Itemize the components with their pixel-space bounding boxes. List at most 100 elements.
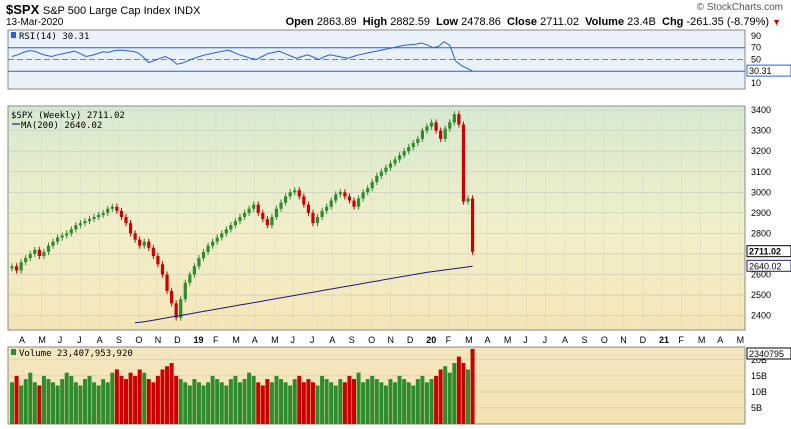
volume-bar [315,385,320,424]
x-axis-label: M [465,335,473,345]
volume-bar [251,375,256,424]
x-axis-label: 20 [426,335,436,345]
candle-body [311,212,315,224]
high-label: High [362,16,388,28]
price-tick-label: 2600 [751,270,771,280]
candle-body [265,219,269,226]
rsi-current-label: 30.31 [749,66,772,76]
candle-body [402,151,406,156]
volume-bar [424,382,429,424]
volume-bar [224,385,229,424]
candle-body [220,233,224,238]
volume-bar [146,379,151,424]
volume-bar [196,382,201,424]
x-axis-label: O [368,335,375,345]
rsi-tick-label: 70 [751,43,761,53]
volume-bar [37,385,42,424]
candle-body [270,216,274,226]
candle-body [160,264,165,275]
candle-body [106,208,110,213]
candle-body [229,225,233,230]
x-axis-label: M [698,335,706,345]
volume-title: Volume 23,407,953,920 [19,349,133,359]
price-title: $SPX (Weekly) 2711.02 [11,111,125,121]
candle-body [33,249,37,254]
candle-body [124,216,128,224]
volume-bar [128,372,133,424]
x-axis-label: M [232,335,240,345]
volume-bar [151,382,156,424]
candle-body [97,214,101,217]
candle-body [361,192,365,199]
chart-date: 13-Mar-2020 [6,17,64,28]
price-tick-label: 3100 [751,167,771,177]
x-axis-label: M [271,335,279,345]
symbol: $SPX [6,2,40,17]
candle-body [24,258,28,263]
volume-bar [370,375,375,424]
volume-current-label: 2340795 [749,349,784,359]
volume-bar [96,385,101,424]
volume-bar [124,379,128,424]
volume-bar [456,356,461,424]
candle-body [252,204,256,209]
x-axis-label: A [19,335,25,345]
volume-bar [242,379,247,424]
candle-body [302,196,306,205]
volume-bar [110,372,115,424]
candle-body [261,212,265,220]
candle-body [188,274,192,283]
volume-bar [41,375,46,424]
volume-bar [397,375,402,424]
volume-bar [402,379,407,424]
volume-current-box [746,347,791,360]
candle-body [206,245,210,252]
x-axis-label: D [407,335,414,345]
high-value: 2882.59 [390,16,430,28]
x-axis-label: A [562,335,568,345]
x-axis-label: M [38,335,46,345]
candle-body [170,290,174,304]
volume-bar [10,382,14,424]
volume-bar [215,379,220,424]
volume-bar [32,382,37,424]
candle-body [224,229,228,234]
volume-bar [206,382,211,424]
volume-bar [73,382,78,424]
price-panel [7,105,746,331]
candle-body [338,192,342,195]
volume-bar [342,382,347,424]
x-axis-label: A [329,335,335,345]
volume-bar [356,372,361,424]
candle-body [315,216,320,224]
price-tick-label: 2800 [751,228,771,238]
candle-body [78,223,82,226]
x-axis-label: O [601,335,608,345]
volume-bar [238,382,242,424]
volume-bar [105,382,110,424]
chg-label: Chg [662,16,684,28]
volume-bar [324,379,329,424]
volume-bar [306,379,311,424]
price-current-box [746,245,791,258]
candle-body [233,221,238,226]
x-axis-label: M [737,335,745,345]
x-axis-label: J [58,335,63,345]
volume-bar [274,375,279,424]
volume-bar [51,382,56,424]
candle-body [420,130,424,139]
volume-bar [201,385,206,424]
volume-legend-swatch [11,349,16,355]
candle-body [279,202,283,209]
x-axis-label: J [77,335,82,345]
candle-body [388,163,393,168]
x-axis-label: S [581,335,587,345]
rsi-tick-label: 50 [751,55,761,65]
candle-body [393,159,397,164]
candle-body [288,192,292,197]
price-tick-label: 2900 [751,208,771,218]
candle-body [416,138,420,143]
volume-bar [292,379,297,424]
candle-body [366,188,370,193]
